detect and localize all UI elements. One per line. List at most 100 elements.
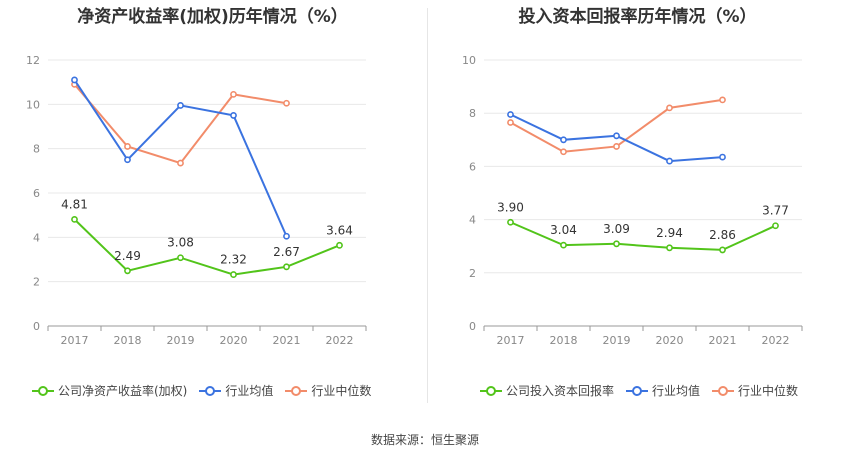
roic-chart-legend: 公司投入资本回报率 行业均值 行业中位数: [480, 382, 810, 399]
legend-marker-icon: [285, 385, 308, 397]
legend-label: 行业中位数: [311, 384, 372, 398]
y-tick-label: 0: [33, 320, 40, 333]
data-point: [666, 244, 673, 252]
legend-label: 行业均值: [652, 384, 701, 398]
x-tick-label: 2019: [167, 334, 195, 347]
legend-marker-icon: [199, 385, 222, 397]
series-line: [510, 221, 776, 251]
legend-marker-icon: [32, 385, 54, 397]
roe-chart: 0 2 4 6 8 10 12 2017 2018 2019 2020 2021 2022 4.81 2.4…: [26, 54, 367, 347]
data-point: [560, 241, 567, 249]
series-line: [73, 218, 340, 276]
data-point: [719, 153, 726, 161]
data-point: [177, 159, 184, 167]
legend-marker-icon: [626, 385, 649, 397]
data-label: 3.77: [762, 204, 789, 218]
panel-divider: [427, 8, 428, 403]
y-tick-label: 2: [33, 276, 40, 289]
x-tick-label: 2017: [61, 334, 89, 347]
legend-marker-icon: [480, 385, 502, 397]
x-tick-label: 2020: [656, 334, 684, 347]
data-label: 3.90: [497, 200, 524, 214]
data-point: [613, 143, 620, 150]
legend-label: 公司净资产收益率(加权): [58, 384, 188, 398]
data-point: [336, 241, 343, 249]
data-label: 3.08: [167, 236, 194, 250]
legend-label: 公司投入资本回报率: [506, 384, 615, 398]
data-point: [666, 104, 673, 112]
data-label: 2.94: [656, 226, 683, 240]
data-point: [283, 232, 290, 240]
x-tick-label: 2018: [114, 334, 142, 347]
y-tick-label: 2: [469, 267, 476, 280]
roe-chart-legend: 公司净资产收益率(加权) 行业均值 行业中位数: [32, 382, 383, 399]
data-point: [230, 112, 237, 119]
x-tick-label: 2021: [273, 334, 301, 347]
data-point: [719, 246, 726, 254]
legend-marker-dot: [718, 385, 729, 396]
y-tick-label: 8: [33, 143, 40, 156]
data-label: 3.04: [550, 223, 577, 237]
legend-marker-icon: [712, 385, 735, 397]
data-point: [507, 111, 514, 118]
y-tick-label: 12: [26, 54, 40, 67]
x-tick-label: 2019: [603, 334, 631, 347]
data-point: [177, 102, 184, 109]
chart-title: 投入资本回报率历年情况（%）: [518, 7, 757, 27]
x-tick-label: 2022: [326, 334, 354, 347]
data-label: 3.09: [603, 222, 630, 236]
y-tick-label: 6: [469, 160, 476, 173]
data-point: [666, 157, 673, 165]
data-point: [124, 156, 131, 164]
data-point: [613, 132, 620, 140]
x-tick-label: 2017: [497, 334, 525, 347]
legend-marker-dot: [205, 385, 216, 396]
roic-chart: 0 2 4 6 8 10 2017 2018 2019 2020 2021 2022 3.90 3.04 3…: [462, 54, 803, 347]
data-point: [71, 76, 78, 84]
legend-item[interactable]: 行业均值: [626, 382, 700, 399]
data-point: [283, 99, 290, 107]
legend-item[interactable]: 公司投入资本回报率: [480, 382, 614, 399]
data-point: [124, 143, 131, 150]
data-label: 2.49: [114, 249, 141, 263]
data-label: 3.64: [326, 223, 353, 237]
data-label: 2.67: [273, 245, 300, 259]
x-tick-label: 2018: [550, 334, 578, 347]
legend-item[interactable]: 行业中位数: [712, 382, 798, 399]
data-point: [283, 263, 290, 271]
data-point: [177, 254, 184, 262]
data-point: [613, 240, 620, 248]
roic-chart-panel: 投入资本回报率历年情况（%） 0 2 4 6 8 10 2017 2018 2019 2020 20…: [425, 0, 850, 410]
data-point: [507, 218, 514, 226]
data-point: [124, 267, 131, 275]
data-point: [507, 119, 514, 126]
data-label: 2.86: [709, 228, 736, 242]
y-tick-label: 0: [469, 320, 476, 333]
y-tick-label: 8: [469, 107, 476, 120]
data-source-footer: 数据来源：恒生聚源: [370, 433, 479, 447]
data-point: [230, 271, 237, 278]
legend-item[interactable]: 行业中位数: [285, 382, 371, 399]
legend-marker-dot: [632, 385, 643, 396]
x-tick-label: 2022: [762, 334, 790, 347]
y-tick-label: 4: [33, 231, 40, 244]
data-point: [772, 222, 779, 230]
y-tick-label: 10: [26, 98, 40, 111]
y-tick-label: 10: [462, 54, 476, 67]
legend-marker-dot: [38, 385, 48, 396]
data-label: 4.81: [61, 197, 88, 211]
data-point: [560, 148, 567, 156]
y-tick-label: 4: [469, 214, 476, 227]
legend-item[interactable]: 行业均值: [199, 382, 273, 399]
x-tick-label: 2020: [220, 334, 248, 347]
legend-marker-dot: [291, 385, 302, 396]
y-tick-label: 6: [33, 187, 40, 200]
data-label: 2.32: [220, 253, 247, 267]
legend-label: 行业中位数: [738, 384, 799, 398]
data-point: [560, 136, 567, 144]
legend-item[interactable]: 公司净资产收益率(加权): [32, 382, 187, 399]
data-point: [719, 96, 726, 104]
legend-marker-dot: [486, 385, 496, 396]
legend-label: 行业均值: [225, 384, 274, 398]
series-line: [73, 83, 287, 165]
